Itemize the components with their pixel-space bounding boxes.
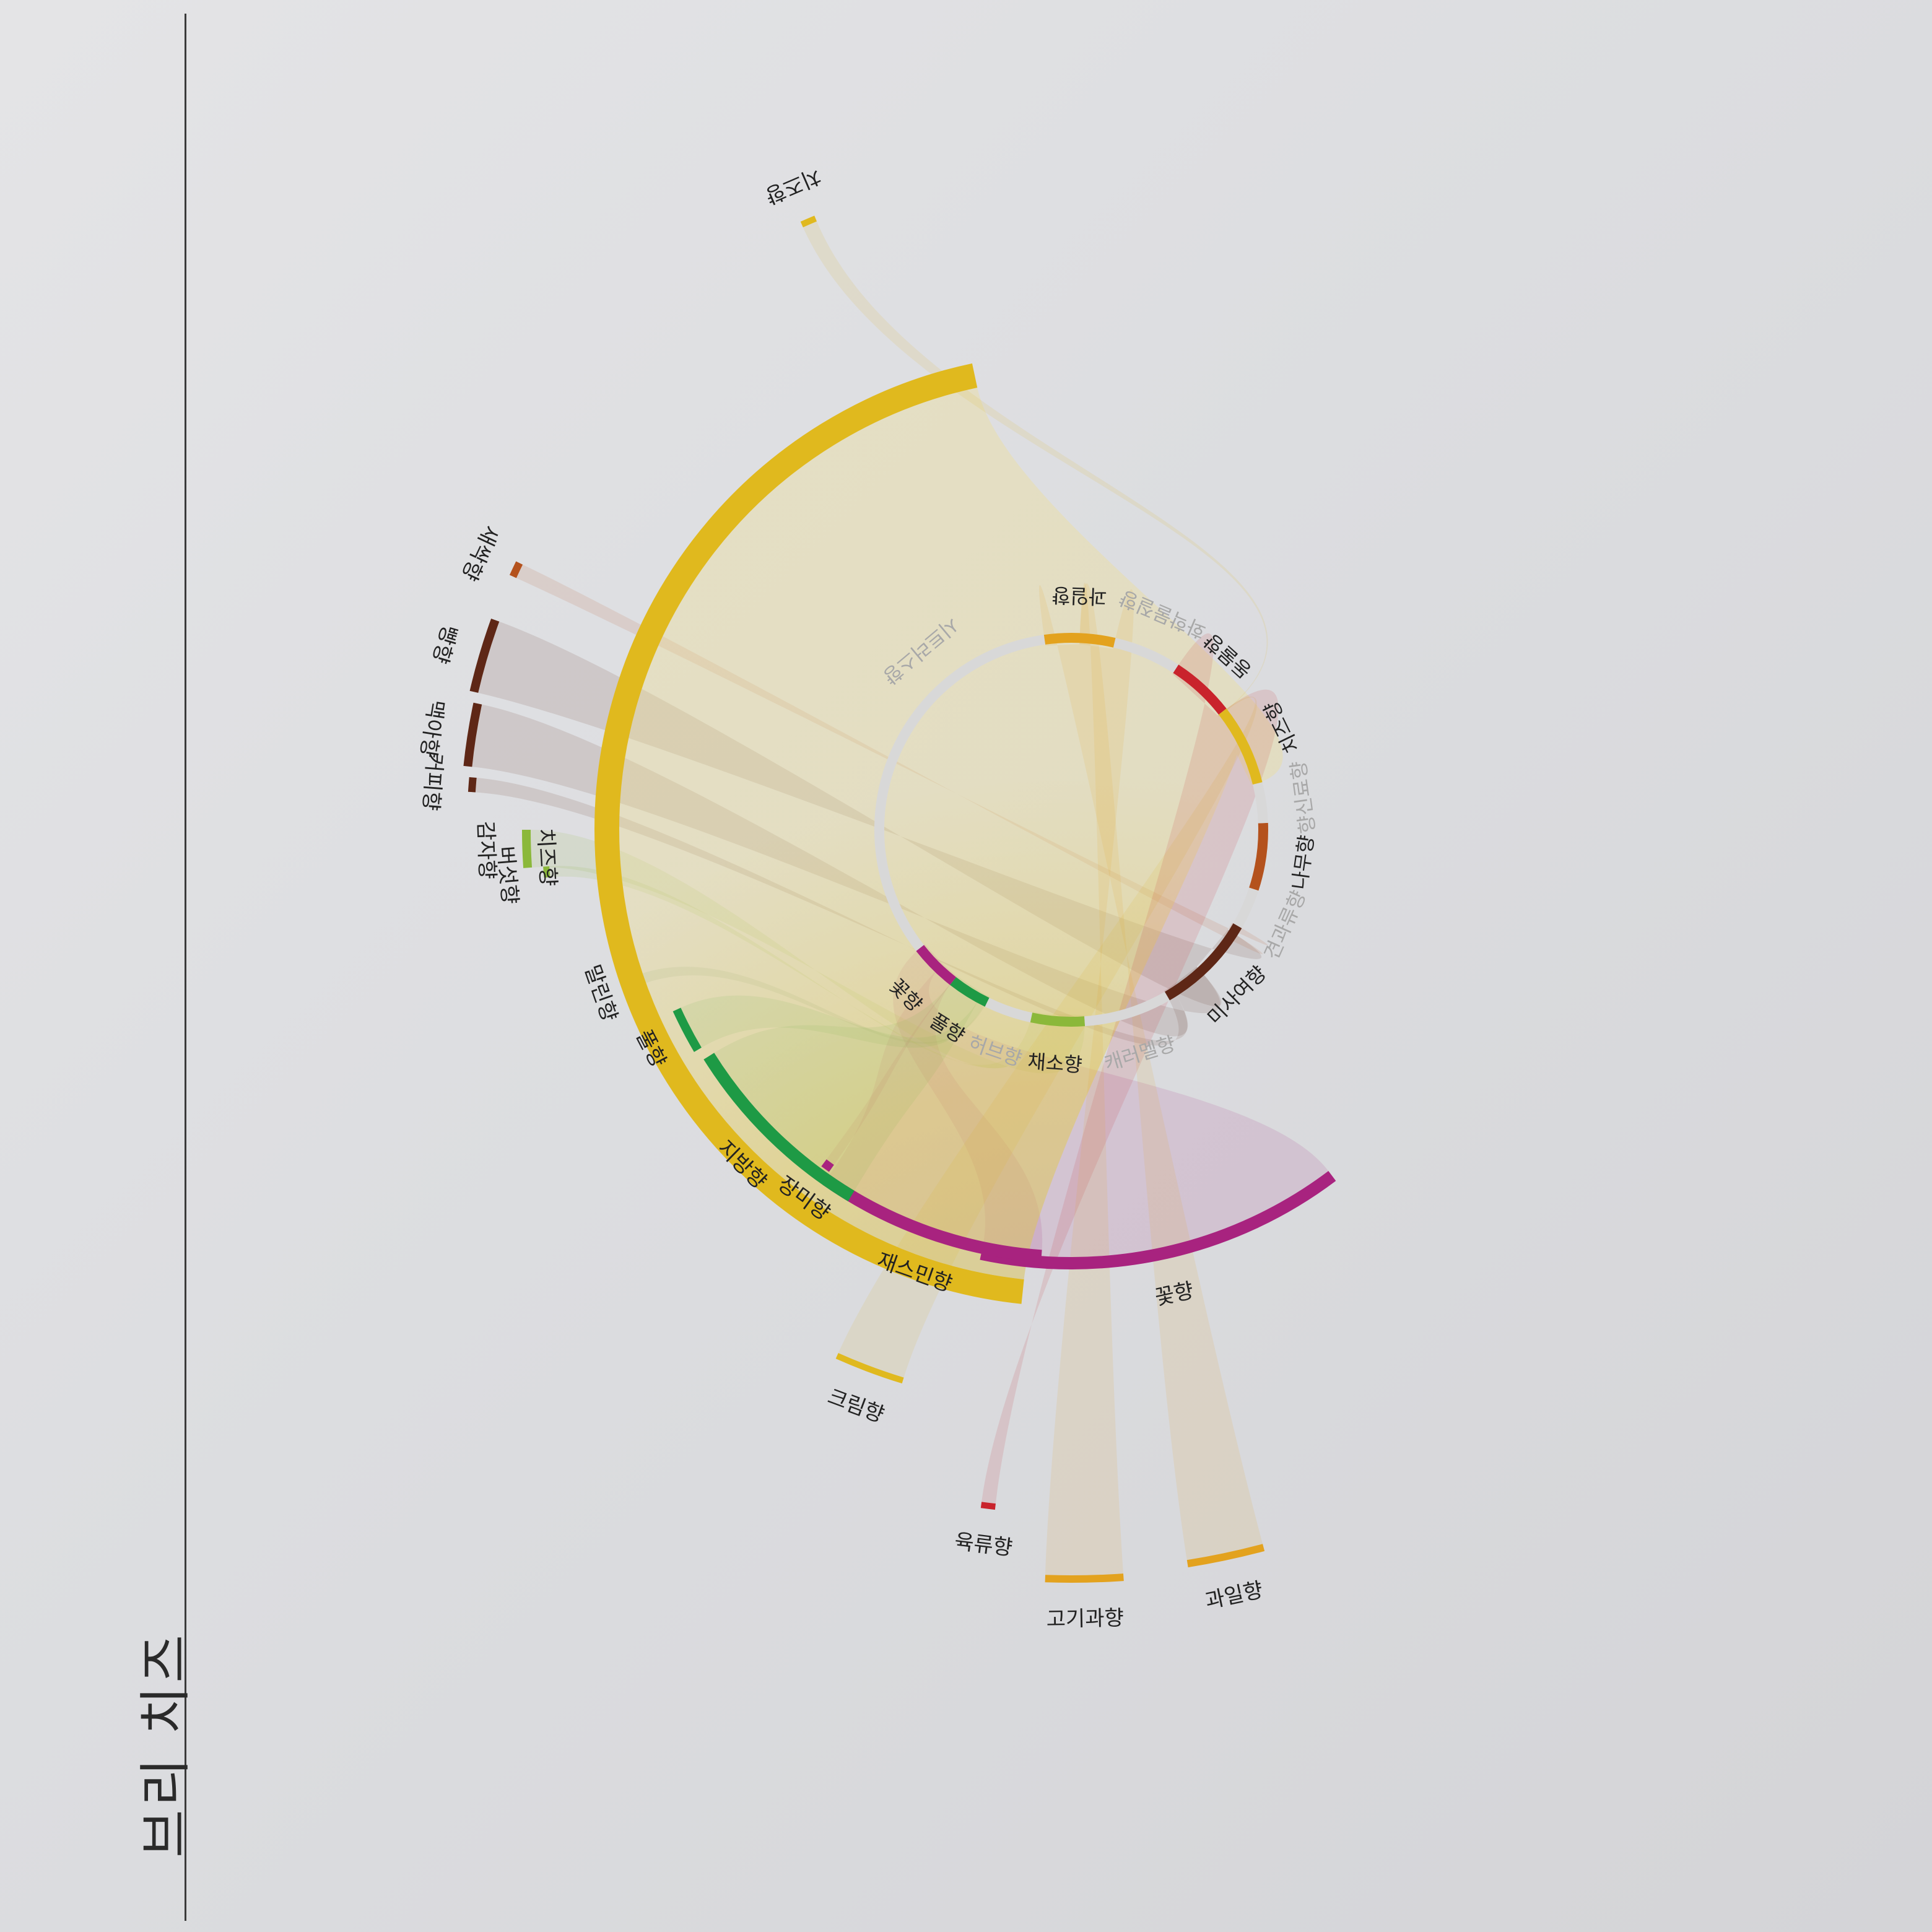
outer-label-14: 크림향 — [824, 1384, 887, 1427]
inner-label-12: 과일향 — [1051, 583, 1107, 609]
ribbon-14 — [838, 696, 1257, 1378]
outer-arc-17 — [1186, 1544, 1265, 1568]
ribbon-12 — [619, 387, 1283, 1280]
outer-label-10: 빵향 — [427, 622, 462, 666]
inner-arc-11 — [1113, 638, 1179, 673]
ribbon-16 — [1045, 582, 1134, 1575]
inner-label-8: 향신료향 — [1286, 759, 1320, 835]
inner-arc-6 — [1233, 887, 1259, 928]
outer-label-17: 과일향 — [1203, 1578, 1265, 1614]
outer-arc-1 — [822, 1175, 1042, 1263]
inner-arc-12 — [1043, 632, 1116, 648]
inner-label-6: 견과류향 — [1260, 887, 1311, 963]
outer-arc-14 — [835, 1353, 904, 1384]
inner-arc-1 — [950, 977, 990, 1007]
outer-arc-8 — [468, 777, 477, 793]
inner-arc-3 — [1030, 1012, 1086, 1027]
outer-arc-3 — [703, 1053, 855, 1201]
outer-arc-6 — [543, 866, 550, 878]
inner-label-3: 채소향 — [1027, 1050, 1083, 1077]
inner-arc-13 — [874, 635, 1046, 951]
outer-label-5: 말린향 — [580, 962, 622, 1025]
inner-arc-2 — [985, 998, 1033, 1023]
outer-label-13: 치즈향 — [762, 162, 825, 208]
inner-arc-4 — [1084, 991, 1170, 1027]
outer-label-6: 버섯향 — [493, 845, 522, 905]
outer-arc-13 — [800, 215, 817, 228]
outer-arc-10 — [469, 619, 500, 693]
inner-arc-7 — [1249, 822, 1268, 891]
outer-label-16: 고기과향 — [1046, 1606, 1124, 1632]
outer-label-12: 치즈향 — [533, 828, 560, 887]
inner-ring — [874, 632, 1268, 1027]
outer-label-11: 새싹향 — [456, 521, 503, 585]
outer-arc-16 — [1045, 1573, 1124, 1583]
ribbon-17 — [1038, 583, 1263, 1560]
outer-arc-11 — [509, 561, 523, 578]
outer-ring — [463, 215, 1336, 1583]
inner-arc-5 — [1164, 923, 1242, 1001]
outer-label-15: 육류향 — [953, 1529, 1014, 1560]
outer-arc-9 — [463, 702, 482, 767]
inner-arc-10 — [1173, 664, 1227, 715]
outer-arc-15 — [980, 1502, 996, 1510]
inner-arc-8 — [1253, 782, 1268, 824]
inner-arc-0 — [916, 944, 957, 985]
outer-label-8: 커피향 — [418, 752, 447, 812]
outer-arc-4 — [672, 1007, 702, 1052]
outer-label-9: 맥아향 — [415, 698, 448, 759]
outer-arc-12 — [594, 363, 1024, 1304]
chord-ribbons — [472, 221, 1329, 1575]
inner-label-7: 나무향 — [1287, 833, 1318, 891]
outer-arc-2 — [821, 1159, 834, 1172]
inner-arc-9 — [1218, 708, 1263, 785]
outer-label-7: 감자향 — [472, 820, 499, 879]
ribbon-15 — [981, 633, 1279, 1504]
outer-arc-0 — [980, 1171, 1336, 1269]
outer-arc-7 — [521, 829, 533, 868]
page-divider-line — [185, 14, 186, 1921]
